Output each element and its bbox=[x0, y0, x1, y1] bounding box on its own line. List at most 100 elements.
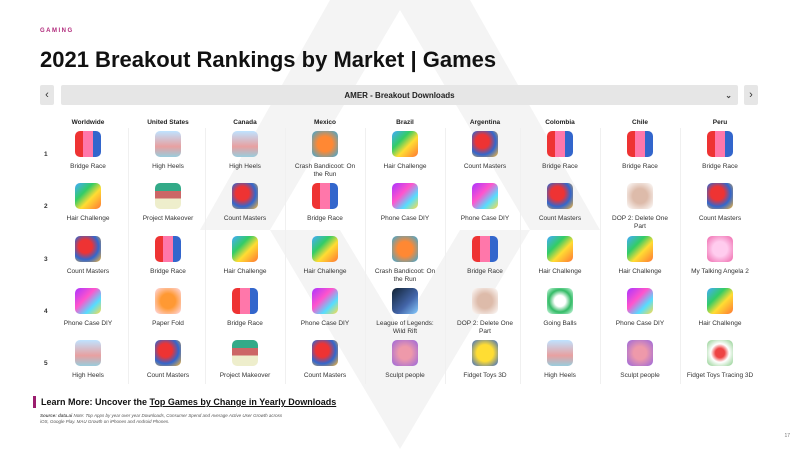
game-cell[interactable]: Crash Bandicoot: On the Run bbox=[365, 236, 445, 283]
game-name: Bridge Race bbox=[307, 215, 343, 222]
game-cell[interactable]: Count Masters bbox=[128, 340, 208, 380]
game-cell[interactable]: Fidget Toys Tracing 3D bbox=[680, 340, 760, 380]
game-name: Count Masters bbox=[223, 215, 267, 222]
game-name: League of Legends: Wild Rift bbox=[376, 320, 434, 335]
market-header: Worldwide bbox=[71, 119, 105, 126]
game-name: Sculpt people bbox=[385, 372, 425, 379]
game-icon bbox=[472, 340, 498, 366]
game-name: Count Masters bbox=[146, 372, 190, 379]
game-cell[interactable]: DOP 2: Delete One Part bbox=[600, 183, 680, 230]
game-name: Hair Challenge bbox=[383, 163, 427, 170]
game-name: Bridge Race bbox=[227, 320, 263, 327]
game-icon bbox=[75, 131, 101, 157]
game-cell[interactable]: Bridge Race bbox=[285, 183, 365, 223]
game-cell[interactable]: Project Makeover bbox=[128, 183, 208, 223]
game-cell[interactable]: Hair Challenge bbox=[600, 236, 680, 276]
game-cell[interactable]: Hair Challenge bbox=[365, 131, 445, 171]
game-cell[interactable]: Phone Case DIY bbox=[445, 183, 525, 223]
next-button[interactable]: › bbox=[744, 85, 758, 105]
game-cell[interactable]: Phone Case DIY bbox=[365, 183, 445, 223]
game-name: Phone Case DIY bbox=[615, 320, 665, 327]
game-cell[interactable]: Hair Challenge bbox=[205, 236, 285, 276]
game-cell[interactable]: Going Balls bbox=[520, 288, 600, 328]
market-header: Argentina bbox=[469, 119, 501, 126]
game-icon bbox=[707, 340, 733, 366]
prev-button[interactable]: ‹ bbox=[40, 85, 54, 105]
game-icon bbox=[707, 131, 733, 157]
game-cell[interactable]: Sculpt people bbox=[365, 340, 445, 380]
region-dropdown-label: AMER - Breakout Downloads bbox=[344, 90, 455, 100]
game-cell[interactable]: Count Masters bbox=[285, 340, 365, 380]
market-header: Canada bbox=[233, 119, 257, 126]
game-cell[interactable]: Paper Fold bbox=[128, 288, 208, 328]
game-cell[interactable]: Sculpt people bbox=[600, 340, 680, 380]
game-icon bbox=[472, 288, 498, 314]
game-cell[interactable]: My Talking Angela 2 bbox=[680, 236, 760, 276]
column-divider bbox=[128, 128, 129, 384]
column-divider bbox=[520, 128, 521, 384]
game-icon bbox=[392, 236, 418, 262]
game-icon bbox=[547, 183, 573, 209]
game-cell[interactable]: Count Masters bbox=[445, 131, 525, 171]
game-cell[interactable]: High Heels bbox=[520, 340, 600, 380]
learn-more-link[interactable]: Top Games by Change in Yearly Downloads bbox=[149, 397, 337, 407]
game-icon bbox=[472, 131, 498, 157]
game-cell[interactable]: Bridge Race bbox=[128, 236, 208, 276]
game-cell[interactable]: Crash Bandicoot: On the Run bbox=[285, 131, 365, 178]
game-cell[interactable]: Count Masters bbox=[48, 236, 128, 276]
game-cell[interactable]: Hair Challenge bbox=[680, 288, 760, 328]
game-name: Bridge Race bbox=[702, 163, 738, 170]
game-icon bbox=[392, 288, 418, 314]
game-icon bbox=[232, 131, 258, 157]
game-cell[interactable]: Bridge Race bbox=[600, 131, 680, 171]
game-cell[interactable]: Hair Challenge bbox=[285, 236, 365, 276]
game-icon bbox=[392, 340, 418, 366]
game-cell[interactable]: Count Masters bbox=[520, 183, 600, 223]
game-cell[interactable]: League of Legends: Wild Rift bbox=[365, 288, 445, 335]
game-cell[interactable]: Bridge Race bbox=[205, 288, 285, 328]
game-cell[interactable]: High Heels bbox=[48, 340, 128, 380]
game-cell[interactable]: Bridge Race bbox=[48, 131, 128, 171]
game-cell[interactable]: Count Masters bbox=[680, 183, 760, 223]
game-cell[interactable]: DOP 2: Delete One Part bbox=[445, 288, 525, 335]
game-icon bbox=[392, 131, 418, 157]
game-cell[interactable]: High Heels bbox=[128, 131, 208, 171]
game-name: Count Masters bbox=[463, 163, 507, 170]
rank-number: 3 bbox=[44, 256, 48, 263]
game-name: Hair Challenge bbox=[618, 268, 662, 275]
game-name: Bridge Race bbox=[467, 268, 503, 275]
game-name: Bridge Race bbox=[542, 163, 578, 170]
game-cell[interactable]: Project Makeover bbox=[205, 340, 285, 380]
game-cell[interactable]: Phone Case DIY bbox=[285, 288, 365, 328]
game-name: Bridge Race bbox=[70, 163, 106, 170]
game-cell[interactable]: Bridge Race bbox=[445, 236, 525, 276]
game-name: Hair Challenge bbox=[303, 268, 347, 275]
game-icon bbox=[75, 288, 101, 314]
game-icon bbox=[312, 131, 338, 157]
game-icon bbox=[627, 288, 653, 314]
market-header: Chile bbox=[632, 119, 648, 126]
market-header: Mexico bbox=[313, 119, 337, 126]
game-icon bbox=[312, 236, 338, 262]
game-name: Project Makeover bbox=[142, 215, 194, 222]
game-cell[interactable]: Hair Challenge bbox=[520, 236, 600, 276]
rank-number: 5 bbox=[44, 360, 48, 367]
game-name: Phone Case DIY bbox=[460, 215, 510, 222]
rank-number: 1 bbox=[44, 151, 48, 158]
game-cell[interactable]: Hair Challenge bbox=[48, 183, 128, 223]
game-cell[interactable]: High Heels bbox=[205, 131, 285, 171]
game-cell[interactable]: Bridge Race bbox=[680, 131, 760, 171]
learn-more: Learn More: Uncover the Top Games by Cha… bbox=[33, 396, 336, 408]
game-cell[interactable]: Bridge Race bbox=[520, 131, 600, 171]
game-icon bbox=[155, 340, 181, 366]
game-name: Hair Challenge bbox=[698, 320, 742, 327]
game-cell[interactable]: Phone Case DIY bbox=[600, 288, 680, 328]
game-name: Sculpt people bbox=[620, 372, 660, 379]
region-dropdown[interactable]: AMER - Breakout Downloads ⌄ bbox=[61, 85, 738, 105]
column-divider bbox=[285, 128, 286, 384]
game-icon bbox=[627, 183, 653, 209]
game-cell[interactable]: Phone Case DIY bbox=[48, 288, 128, 328]
game-cell[interactable]: Count Masters bbox=[205, 183, 285, 223]
game-name: My Talking Angela 2 bbox=[691, 268, 749, 275]
game-cell[interactable]: Fidget Toys 3D bbox=[445, 340, 525, 380]
